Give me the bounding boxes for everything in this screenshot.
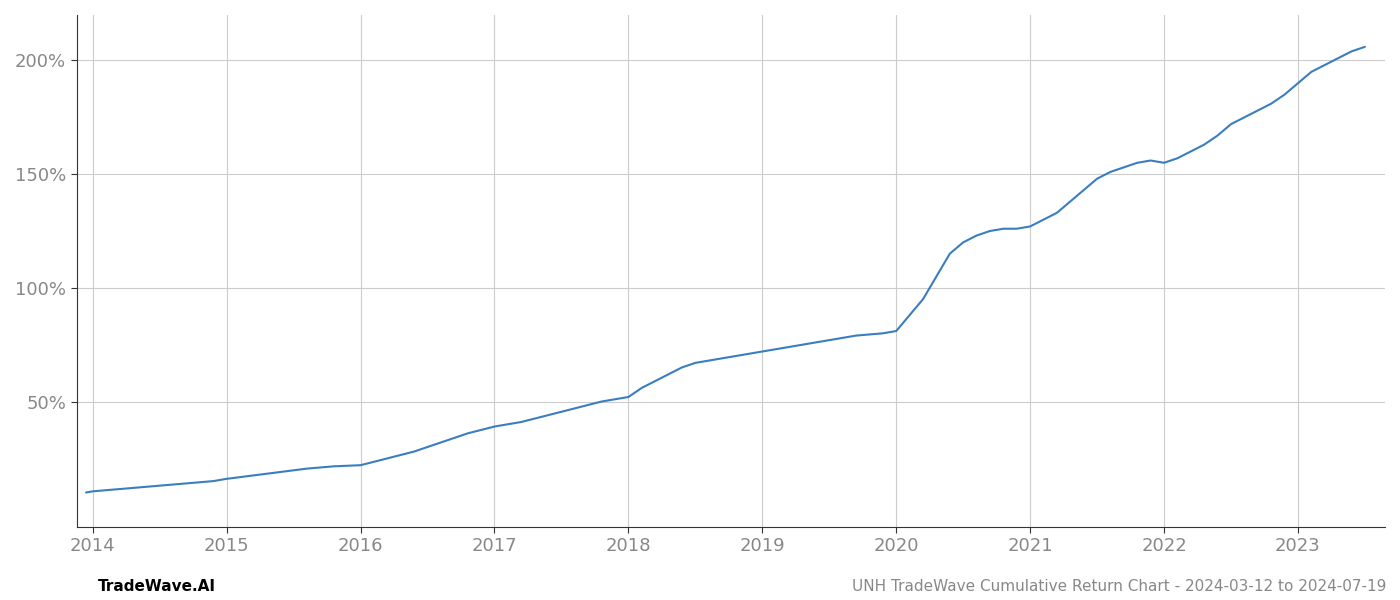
Text: TradeWave.AI: TradeWave.AI <box>98 579 216 594</box>
Text: UNH TradeWave Cumulative Return Chart - 2024-03-12 to 2024-07-19: UNH TradeWave Cumulative Return Chart - … <box>851 579 1386 594</box>
